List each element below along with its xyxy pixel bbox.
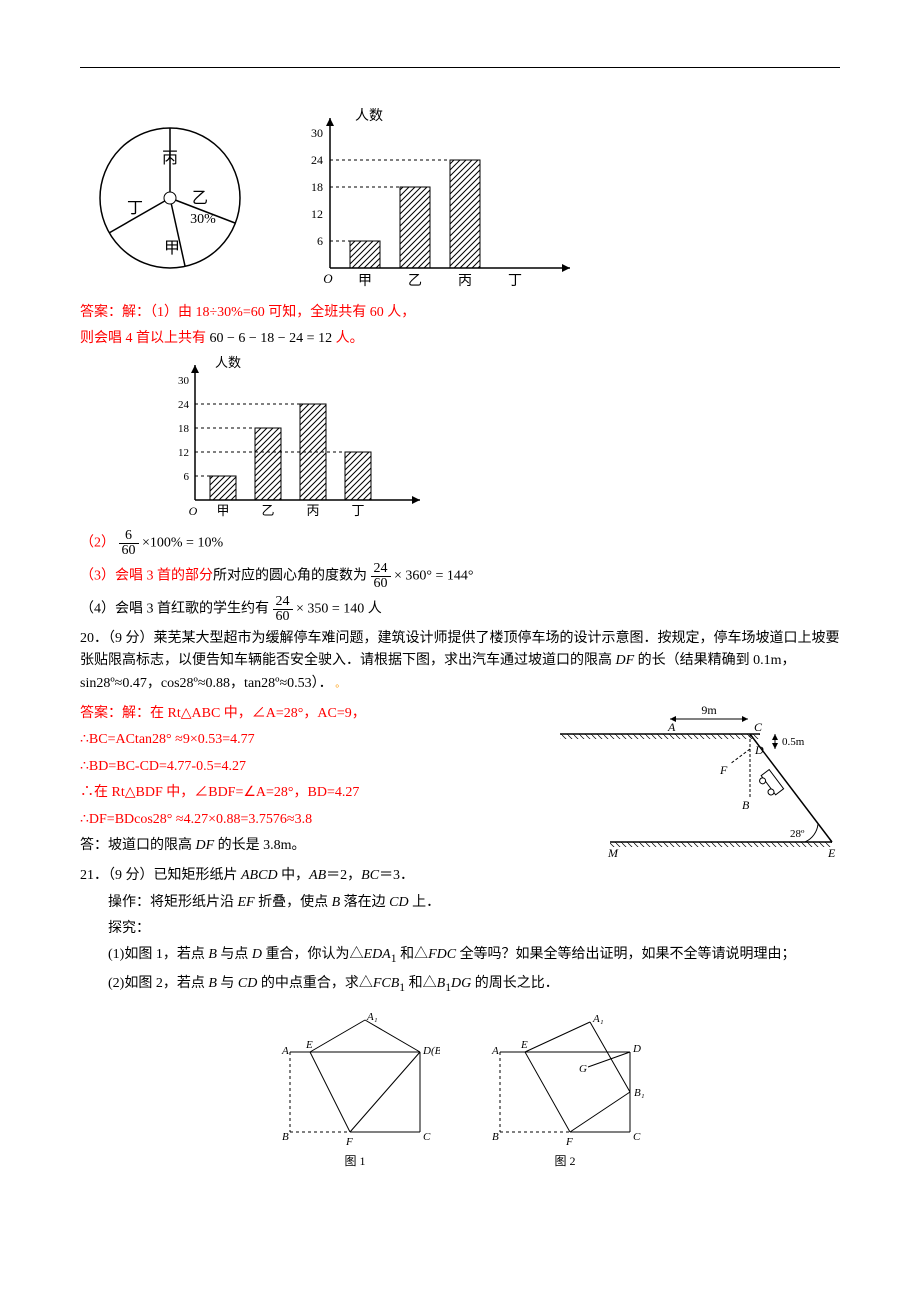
- a20-l1: 答案：解：在 Rt△ABC 中，∠A=28°，AC=9，: [80, 703, 550, 725]
- a20-l5: ∴DF=BDcos28° ≈4.27×0.88=3.7576≈3.8: [80, 809, 550, 831]
- svg-text:G: G: [579, 1063, 587, 1075]
- a20-final: 答：坡道口的限高 DF 的长是 3.8m。: [80, 835, 550, 857]
- figures-row: A B C D(B) E F A₁ 图 1 A B C D: [80, 1012, 840, 1169]
- bc1-origin: O: [323, 271, 333, 286]
- bc1-yt-6: 6: [317, 234, 323, 248]
- svg-text:丁: 丁: [351, 503, 364, 518]
- bc1-yt-24: 24: [311, 153, 323, 167]
- svg-text:B: B: [492, 1131, 499, 1143]
- ramp-diagram: 9m 0.5m 28º A C D B F M E: [550, 699, 840, 859]
- svg-text:A: A: [667, 720, 676, 734]
- bc1-yt-30: 30: [311, 126, 323, 140]
- svg-text:B: B: [742, 798, 750, 812]
- figure-2: A B C D E F A₁ G B₁: [480, 1012, 650, 1152]
- svg-text:F: F: [719, 763, 728, 777]
- top-rule: [80, 67, 840, 68]
- svg-text:E: E: [827, 846, 836, 859]
- svg-text:12: 12: [178, 447, 189, 459]
- bc1-cat-yi: 乙: [408, 273, 422, 289]
- svg-text:B: B: [282, 1131, 289, 1143]
- svg-text:A: A: [281, 1045, 289, 1057]
- bc1-yt-12: 12: [311, 207, 323, 221]
- svg-text:0.5m: 0.5m: [782, 736, 805, 748]
- q21-p2: (2)如图 2，若点 B 与 CD 的中点重合，求△FCB1 和△B1DG 的周…: [80, 973, 840, 997]
- bar-chart-1: 6 12 18 24 30 O 甲 乙 丙 丁 人数: [290, 108, 590, 298]
- svg-text:24: 24: [178, 399, 190, 411]
- figure-1: A B C D(B) E F A₁: [270, 1012, 440, 1152]
- pie-label-pct: 30%: [190, 212, 216, 227]
- q20-body: 答案：解：在 Rt△ABC 中，∠A=28°，AC=9， ∴BC=ACtan28…: [80, 699, 840, 861]
- svg-text:18: 18: [178, 423, 190, 435]
- part2: （2） 660 ×100% = 10%: [80, 529, 840, 558]
- bc1-cat-jia: 甲: [358, 274, 372, 289]
- fig2-caption: 图 2: [480, 1152, 650, 1169]
- answer-line-1: 答案：解：（1）由 18÷30%=60 可知，全班共有 60 人，: [80, 302, 840, 324]
- q21-op: 操作：将矩形纸片沿 EF 折叠，使点 B 落在边 CD 上．: [80, 892, 840, 914]
- svg-text:F: F: [345, 1136, 353, 1148]
- svg-text:E: E: [305, 1039, 313, 1051]
- svg-text:D: D: [632, 1043, 641, 1055]
- svg-text:F: F: [565, 1136, 573, 1148]
- pie-chart: 丙 丁 乙 甲 30%: [80, 108, 260, 288]
- a20-l3: ∴BD=BC-CD=4.77-0.5=4.27: [80, 756, 550, 778]
- pie-label-ding: 丁: [127, 200, 143, 217]
- pie-label-jia: 甲: [164, 240, 180, 257]
- charts-row-1: 丙 丁 乙 甲 30% 6 12 18 24 30 O 甲 乙 丙: [80, 108, 840, 298]
- svg-text:A: A: [491, 1045, 499, 1057]
- q21-p1: (1)如图 1，若点 B 与点 D 重合，你认为△EDA1 和△FDC 全等吗？…: [80, 944, 840, 968]
- fig2-wrap: A B C D E F A₁ G B₁ 图 2: [480, 1012, 650, 1169]
- svg-text:A₁: A₁: [592, 1013, 604, 1025]
- fig1-wrap: A B C D(B) E F A₁ 图 1: [270, 1012, 440, 1169]
- svg-text:人数: 人数: [215, 355, 241, 370]
- svg-text:乙: 乙: [261, 503, 274, 518]
- bc1-cat-bing: 丙: [458, 274, 472, 289]
- bc1-yt-18: 18: [311, 180, 323, 194]
- a20-l4: ∴在 Rt△BDF 中，∠BDF=∠A=28°，BD=4.27: [80, 782, 550, 804]
- al2-b: 60 − 6 − 18 − 24 = 12: [210, 331, 333, 346]
- al2-a: 则会唱 4 首以上共有: [80, 331, 210, 346]
- part4: （4）会唱 3 首红歌的学生约有 2460 × 350 = 140 人: [80, 595, 840, 624]
- svg-text:28º: 28º: [790, 828, 805, 840]
- svg-text:C: C: [423, 1131, 431, 1143]
- pie-label-yi: 乙: [192, 190, 208, 207]
- svg-text:B₁: B₁: [634, 1087, 645, 1099]
- q21-exp: 探究：: [80, 918, 840, 940]
- svg-text:D(B): D(B): [422, 1045, 440, 1057]
- fig1-caption: 图 1: [270, 1152, 440, 1169]
- svg-text:丙: 丙: [306, 503, 319, 518]
- a20-l2: ∴BC=ACtan28° ≈9×0.53=4.77: [80, 729, 550, 751]
- part3: （3）会唱 3 首的部分所对应的圆心角的度数为 2460 × 360° = 14…: [80, 562, 840, 591]
- svg-text:M: M: [607, 846, 619, 859]
- svg-text:30: 30: [178, 375, 190, 387]
- svg-text:C: C: [754, 720, 763, 734]
- pie-label-bing: 丙: [162, 150, 178, 167]
- al2-c: 人。: [336, 331, 364, 346]
- svg-text:E: E: [520, 1039, 528, 1051]
- q20: 20．（9 分）莱芜某大型超市为缓解停车难问题，建筑设计师提供了楼顶停车场的设计…: [80, 628, 840, 695]
- q21-line1: 21．（9 分）已知矩形纸片 ABCD 中，AB＝2，BC＝3．: [80, 865, 840, 887]
- bar-chart-2-wrap: 6 12 18 24 30 O 甲 乙 丙 丁 人数: [160, 355, 840, 525]
- bc1-ylabel: 人数: [355, 108, 383, 124]
- svg-text:6: 6: [184, 471, 190, 483]
- bc1-cat-ding: 丁: [508, 274, 522, 289]
- svg-text:C: C: [633, 1131, 641, 1143]
- bar-chart-2: 6 12 18 24 30 O 甲 乙 丙 丁 人数: [160, 355, 440, 525]
- marker-dot: 。: [333, 679, 346, 690]
- svg-text:甲: 甲: [216, 503, 229, 518]
- answer-line-2: 则会唱 4 首以上共有 60 − 6 − 18 − 24 = 12 人。: [80, 328, 840, 350]
- svg-text:A₁: A₁: [366, 1012, 378, 1023]
- svg-text:9m: 9m: [701, 703, 717, 717]
- svg-text:D: D: [754, 743, 764, 757]
- svg-text:O: O: [189, 504, 198, 518]
